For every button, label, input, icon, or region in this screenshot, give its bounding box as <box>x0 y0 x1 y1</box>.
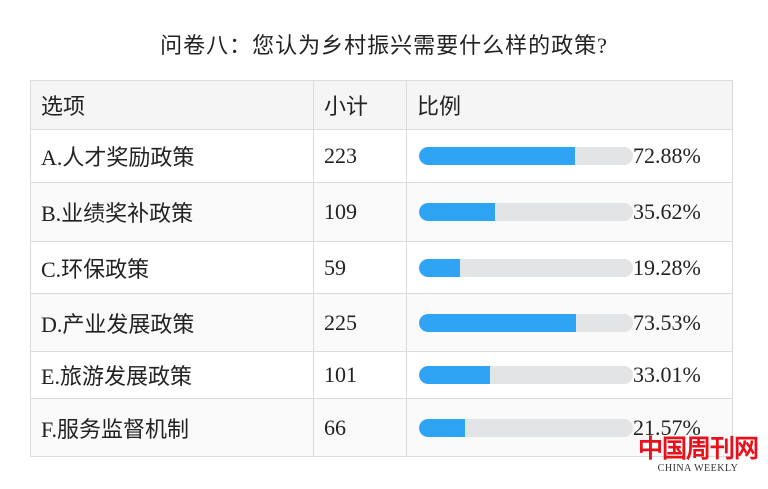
option-label: D.产业发展政策 <box>30 293 314 352</box>
option-label: A.人才奖励政策 <box>30 129 314 183</box>
table-row: E.旅游发展政策 101 33.01% <box>30 351 733 399</box>
count-value: 109 <box>313 182 407 242</box>
percent-cell: 72.88% <box>406 129 733 183</box>
option-label: B.业绩奖补政策 <box>30 182 314 242</box>
bar-fill <box>419 366 490 384</box>
header-count: 小计 <box>313 80 407 130</box>
count-value: 59 <box>313 241 407 294</box>
table-header: 选项 小计 比例 <box>30 80 733 130</box>
table-row: D.产业发展政策 225 73.53% <box>30 293 733 352</box>
logo-cn: 中国周刊网 <box>637 436 759 463</box>
bar-track <box>419 203 633 221</box>
bar-track <box>419 366 633 384</box>
bar-track <box>419 258 633 277</box>
percent-cell: 21.57% <box>406 398 733 457</box>
bar-track <box>419 313 633 332</box>
percent-label: 73.53% <box>633 309 701 335</box>
option-label: F.服务监督机制 <box>30 398 314 457</box>
count-value: 101 <box>313 351 407 399</box>
percent-cell: 73.53% <box>406 293 733 352</box>
percent-cell: 33.01% <box>406 351 733 399</box>
header-option: 选项 <box>30 80 314 130</box>
percent-cell: 35.62% <box>406 182 733 242</box>
table-row: B.业绩奖补政策 109 35.62% <box>30 182 733 242</box>
percent-label: 33.01% <box>633 362 701 387</box>
bar-track <box>419 418 633 437</box>
option-label: E.旅游发展政策 <box>30 351 314 399</box>
count-value: 225 <box>313 293 407 352</box>
percent-label: 72.88% <box>633 143 701 168</box>
table-row: F.服务监督机制 66 21.57% <box>30 398 733 457</box>
percent-label: 19.28% <box>633 254 701 280</box>
bar-fill <box>419 147 575 165</box>
results-table: 选项 小计 比例 A.人才奖励政策 223 72.88% B.业绩奖补政策 10… <box>30 80 733 457</box>
option-label: C.环保政策 <box>30 241 314 294</box>
count-value: 66 <box>313 398 407 457</box>
bar-fill <box>419 258 461 277</box>
percent-label: 21.57% <box>633 414 701 440</box>
header-percent: 比例 <box>406 80 733 130</box>
logo-en: CHINA WEEKLY <box>657 463 739 474</box>
count-value: 223 <box>313 129 407 183</box>
percent-cell: 19.28% <box>406 241 733 294</box>
bar-fill <box>419 313 577 332</box>
survey-title: 问卷八：您认为乡村振兴需要什么样的政策? <box>160 33 608 58</box>
bar-fill <box>419 203 496 221</box>
china-weekly-logo: 中国周刊网 CHINA WEEKLY <box>636 436 760 475</box>
table-row: A.人才奖励政策 223 72.88% <box>30 129 733 183</box>
percent-label: 35.62% <box>633 199 701 224</box>
bar-track <box>419 147 633 165</box>
bar-fill <box>419 418 466 437</box>
table-row: C.环保政策 59 19.28% <box>30 241 733 294</box>
